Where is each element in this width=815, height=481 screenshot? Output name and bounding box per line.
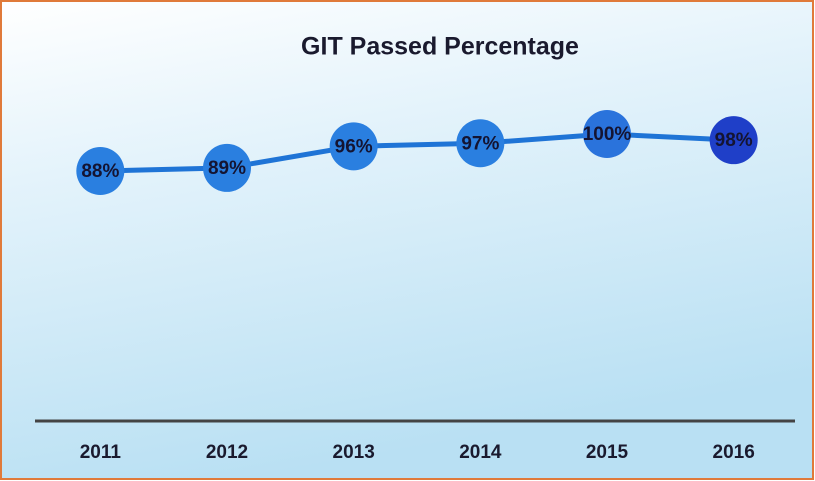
x-tick-label: 2014 bbox=[459, 442, 502, 463]
x-tick-label: 2016 bbox=[713, 442, 755, 463]
point-marker bbox=[709, 116, 758, 165]
point-marker bbox=[76, 147, 125, 195]
data-label: 89% bbox=[208, 158, 246, 179]
data-label: 98% bbox=[715, 130, 753, 151]
x-tick-label: 2015 bbox=[586, 442, 629, 463]
data-label: 97% bbox=[461, 133, 499, 154]
point-marker bbox=[456, 119, 505, 168]
x-tick-label: 2011 bbox=[80, 442, 122, 463]
point-marker bbox=[583, 110, 631, 158]
x-tick-label: 2013 bbox=[333, 442, 375, 463]
point-marker bbox=[329, 122, 378, 171]
point-marker bbox=[203, 143, 251, 192]
x-tick-label: 2012 bbox=[206, 442, 248, 463]
chart-title: GIT Passed Percentage bbox=[301, 33, 579, 61]
data-label: 88% bbox=[81, 161, 119, 182]
data-label: 96% bbox=[335, 136, 373, 157]
data-label: 100% bbox=[583, 124, 632, 145]
